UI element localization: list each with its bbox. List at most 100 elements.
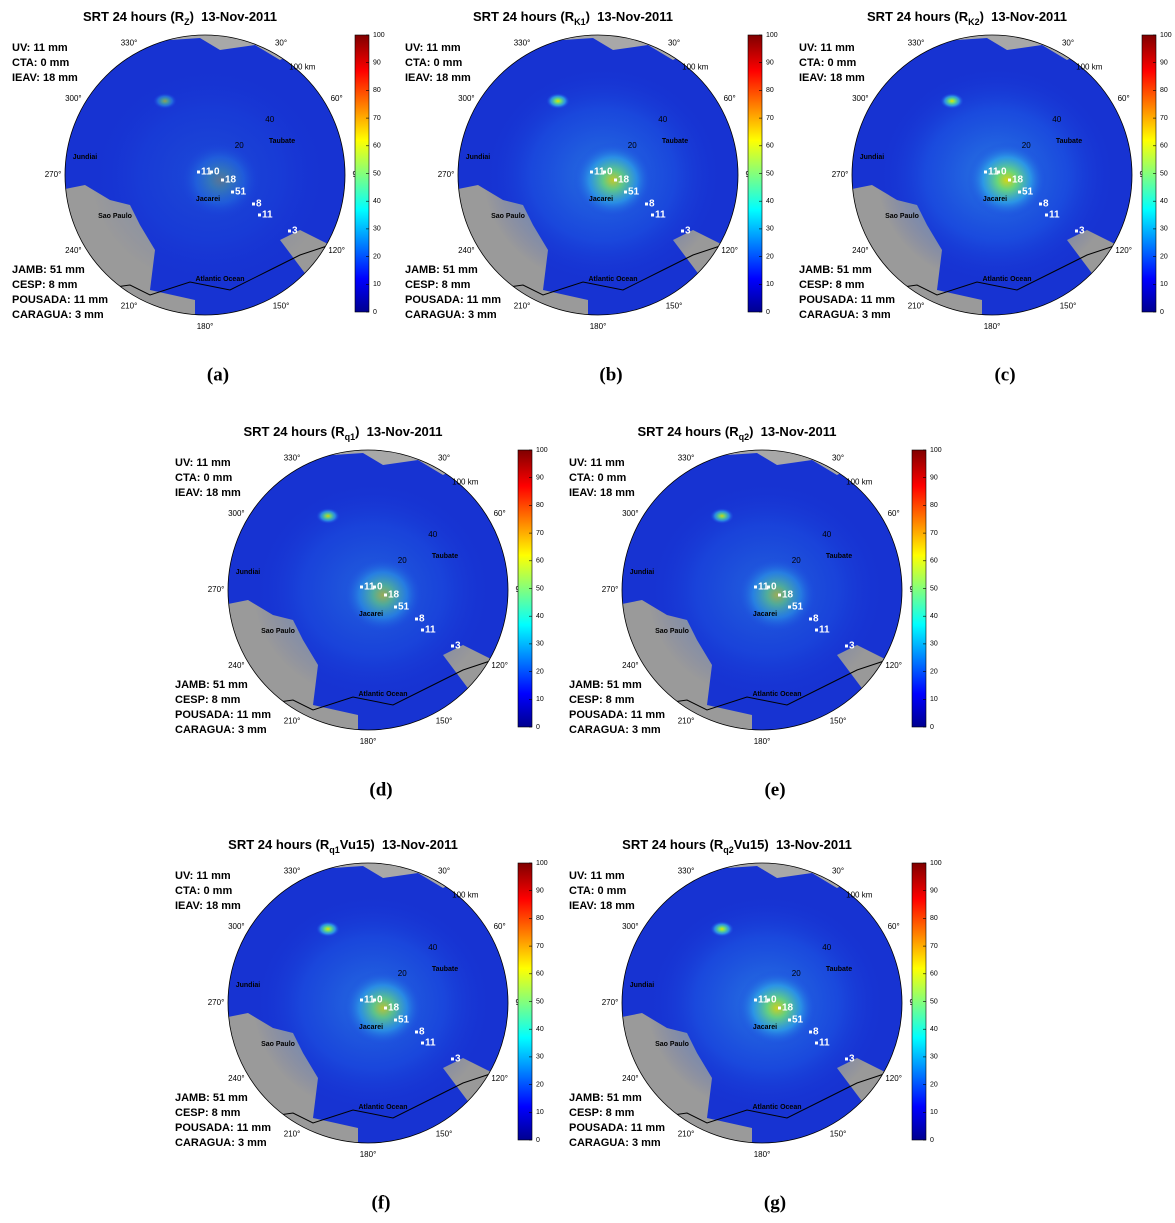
place-label: Jundiai bbox=[236, 982, 261, 989]
azimuth-label: 270° bbox=[832, 170, 849, 179]
azimuth-label: 60° bbox=[494, 509, 506, 518]
gauge-marker bbox=[415, 1031, 418, 1034]
gauge-text: IEAV: 18 mm bbox=[175, 900, 241, 912]
colorbar-tick-label: 50 bbox=[536, 585, 544, 592]
azimuth-label: 180° bbox=[360, 737, 377, 746]
colorbar-tick-label: 30 bbox=[930, 641, 938, 648]
gauge-value: 8 bbox=[813, 614, 819, 625]
gauge-marker bbox=[394, 606, 397, 609]
panel: SRT 24 hours (RK1) 13-Nov-2011330°30°60°… bbox=[405, 9, 778, 385]
panel-caption: (b) bbox=[599, 364, 622, 385]
panel-title: SRT 24 hours (Rq1) 13-Nov-2011 bbox=[243, 424, 442, 442]
azimuth-label: 330° bbox=[121, 38, 138, 47]
range-label: 20 bbox=[398, 556, 407, 565]
gauge-text: UV: 11 mm bbox=[405, 42, 461, 54]
gauge-marker bbox=[258, 214, 261, 217]
azimuth-label: 330° bbox=[284, 453, 301, 462]
rain-cell bbox=[940, 93, 964, 109]
place-label: Taubate bbox=[826, 966, 852, 973]
colorbar-tick-label: 20 bbox=[766, 253, 774, 260]
gauge-marker bbox=[231, 191, 234, 194]
gauge-marker bbox=[384, 594, 387, 597]
colorbar-tick-label: 50 bbox=[373, 170, 381, 177]
gauge-value: 51 bbox=[792, 602, 804, 613]
colorbar-tick-label: 60 bbox=[766, 143, 774, 150]
gauge-marker bbox=[845, 645, 848, 648]
gauge-value: 8 bbox=[649, 199, 655, 210]
rain-cell bbox=[153, 93, 177, 109]
gauge-value: 0 bbox=[771, 995, 777, 1006]
colorbar-tick-label: 100 bbox=[930, 860, 942, 867]
range-label: 20 bbox=[1022, 141, 1031, 150]
colorbar-tick-label: 80 bbox=[536, 502, 544, 509]
panel: SRT 24 hours (RZ) 13-Nov-2011330°30°60°9… bbox=[12, 9, 385, 385]
gauge-value: 3 bbox=[685, 226, 691, 237]
azimuth-label: 60° bbox=[331, 94, 343, 103]
gauge-marker bbox=[754, 586, 757, 589]
gauge-text: POUSADA: 11 mm bbox=[175, 1122, 271, 1134]
place-label: Sao Paulo bbox=[491, 213, 525, 220]
range-label: 20 bbox=[792, 969, 801, 978]
gauge-value: 3 bbox=[849, 641, 855, 652]
gauge-marker bbox=[788, 1019, 791, 1022]
place-label: Taubate bbox=[269, 138, 295, 145]
place-label: Jacarei bbox=[359, 611, 383, 618]
azimuth-label: 120° bbox=[491, 1074, 508, 1083]
colorbar-tick-label: 0 bbox=[536, 1137, 540, 1144]
gauge-value: 0 bbox=[771, 582, 777, 593]
gauge-value: 0 bbox=[377, 995, 383, 1006]
colorbar-tick-label: 60 bbox=[930, 971, 938, 978]
gauge-text: UV: 11 mm bbox=[569, 457, 625, 469]
place-label: Atlantic Ocean bbox=[358, 691, 407, 698]
rain-cell bbox=[316, 508, 340, 524]
rain-cell bbox=[710, 508, 734, 524]
colorbar-tick-label: 50 bbox=[1160, 170, 1168, 177]
colorbar-tick-label: 70 bbox=[536, 943, 544, 950]
gauge-marker bbox=[815, 1042, 818, 1045]
gauge-text: CTA: 0 mm bbox=[175, 885, 232, 897]
range-label: 40 bbox=[265, 115, 274, 124]
colorbar-tick-label: 0 bbox=[1160, 309, 1164, 316]
gauge-value: 18 bbox=[225, 175, 237, 186]
gauge-value: 11 bbox=[425, 1038, 436, 1049]
colorbar-tick-label: 80 bbox=[1160, 87, 1168, 94]
colorbar-tick-label: 70 bbox=[930, 943, 938, 950]
place-label: Jacarei bbox=[753, 1024, 777, 1031]
place-label: Atlantic Ocean bbox=[358, 1104, 407, 1111]
colorbar-tick-label: 80 bbox=[930, 915, 938, 922]
range-label: 100 km bbox=[682, 63, 709, 72]
gauge-marker bbox=[210, 171, 213, 174]
azimuth-label: 60° bbox=[494, 922, 506, 931]
colorbar-tick-label: 30 bbox=[930, 1054, 938, 1061]
colorbar-tick-label: 50 bbox=[930, 998, 938, 1005]
gauge-marker bbox=[651, 214, 654, 217]
gauge-value: 18 bbox=[618, 175, 630, 186]
azimuth-label: 30° bbox=[832, 453, 844, 462]
colorbar-tick-label: 70 bbox=[930, 530, 938, 537]
colorbar-tick-label: 20 bbox=[930, 668, 938, 675]
gauge-value: 18 bbox=[388, 1003, 400, 1014]
place-label: Atlantic Ocean bbox=[982, 276, 1031, 283]
azimuth-label: 240° bbox=[65, 246, 82, 255]
gauge-value: 3 bbox=[1079, 226, 1085, 237]
gauge-marker bbox=[451, 645, 454, 648]
rain-core bbox=[737, 557, 817, 633]
gauge-marker bbox=[1039, 203, 1042, 206]
colorbar-tick-label: 40 bbox=[536, 1026, 544, 1033]
panel: SRT 24 hours (Rq1) 13-Nov-2011330°30°60°… bbox=[175, 424, 548, 800]
place-label: Atlantic Ocean bbox=[752, 1104, 801, 1111]
gauge-text: UV: 11 mm bbox=[175, 870, 231, 882]
colorbar-tick-label: 90 bbox=[373, 60, 381, 67]
panel: SRT 24 hours (Rq2Vu15) 13-Nov-2011330°30… bbox=[569, 837, 942, 1213]
gauge-marker bbox=[809, 1031, 812, 1034]
azimuth-label: 300° bbox=[65, 94, 82, 103]
gauge-marker bbox=[415, 618, 418, 621]
azimuth-label: 240° bbox=[622, 1074, 639, 1083]
colorbar-tick-label: 60 bbox=[930, 558, 938, 565]
azimuth-label: 60° bbox=[1118, 94, 1130, 103]
panel-title: SRT 24 hours (RK2) 13-Nov-2011 bbox=[867, 9, 1067, 27]
range-label: 100 km bbox=[452, 478, 479, 487]
rain-core bbox=[967, 142, 1047, 218]
azimuth-label: 210° bbox=[514, 302, 531, 311]
gauge-value: 0 bbox=[1001, 167, 1007, 178]
